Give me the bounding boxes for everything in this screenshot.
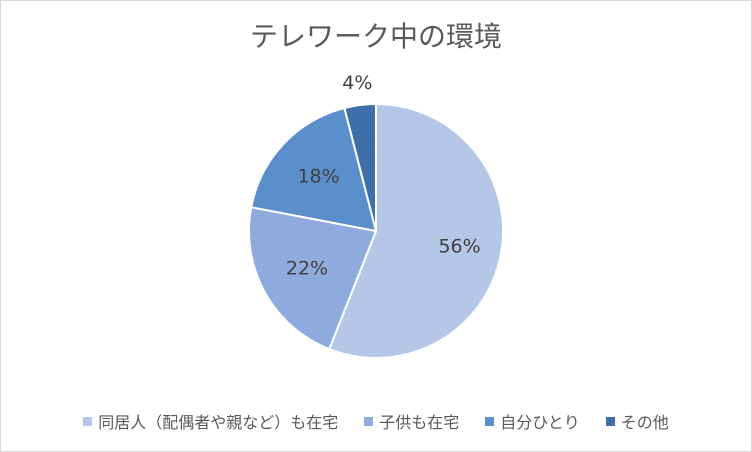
pie-slice (343, 102, 377, 232)
pie-slice (327, 102, 504, 359)
legend-swatch (83, 416, 93, 426)
legend-swatch (485, 416, 495, 426)
legend-swatch (605, 416, 615, 426)
legend-label: その他 (620, 413, 669, 432)
pie-slice (250, 106, 378, 233)
slice-data-label: 56% (438, 235, 480, 257)
legend-label: 同居人（配偶者や親など）も在宅 (98, 413, 339, 432)
legend-label: 子供も在宅 (379, 413, 460, 432)
legend: 同居人（配偶者や親など）も在宅 子供も在宅 自分ひとり その他 (1, 409, 751, 433)
slice-data-label: 4% (342, 72, 372, 94)
slice-data-label: 22% (286, 257, 328, 279)
pie-slice (248, 206, 378, 351)
legend-label: 自分ひとり (500, 413, 580, 432)
legend-swatch (364, 416, 374, 426)
legend-item: 子供も在宅 (364, 409, 459, 433)
legend-item: 同居人（配偶者や親など）も在宅 (83, 409, 338, 433)
chart-title: テレワーク中の環境 (249, 20, 502, 53)
slice-data-label: 18% (297, 166, 339, 188)
legend-item: その他 (605, 409, 669, 433)
legend-item: 自分ひとり (485, 409, 580, 433)
